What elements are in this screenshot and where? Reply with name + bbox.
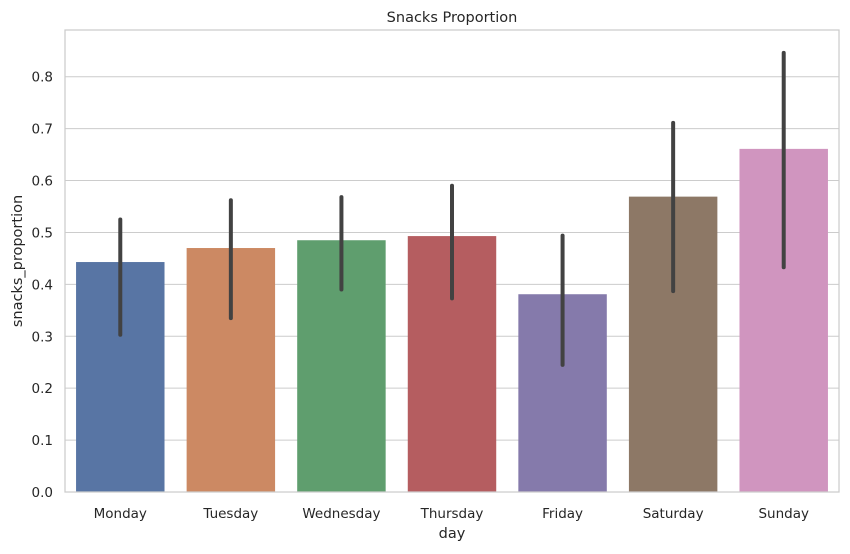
x-tick-label: Saturday — [643, 506, 704, 522]
y-tick-label: 0.4 — [32, 277, 53, 293]
x-axis-label: day — [439, 526, 466, 542]
x-tick-label: Friday — [542, 506, 583, 522]
errorbars-layer — [118, 50, 786, 367]
y-tick-label: 0.3 — [32, 329, 53, 345]
y-tick-label: 0.2 — [32, 381, 53, 397]
y-tick-label: 0.7 — [32, 122, 53, 138]
y-tick-label: 0.6 — [32, 174, 53, 190]
plot-frame — [64, 29, 840, 493]
x-tick-label: Sunday — [758, 506, 809, 522]
y-ticks-layer: 0.0 0.1 0.2 0.3 0.4 0.5 0.6 0.7 0.8 — [32, 70, 53, 501]
x-ticks-layer: Monday Tuesday Wednesday Thursday Friday Satu… — [94, 506, 809, 522]
chart-title: Snacks Proportion — [387, 10, 518, 26]
x-tick-label: Thursday — [420, 506, 484, 522]
x-tick-label: Monday — [94, 506, 147, 522]
y-axis-label: snacks_proportion — [10, 195, 26, 327]
y-tick-label: 0.1 — [32, 433, 53, 449]
y-tick-label: 0.5 — [32, 225, 53, 241]
y-tick-label: 0.0 — [32, 485, 53, 501]
x-tick-label: Tuesday — [202, 506, 258, 522]
x-tick-label: Wednesday — [302, 506, 380, 522]
y-tick-label: 0.8 — [32, 70, 53, 86]
